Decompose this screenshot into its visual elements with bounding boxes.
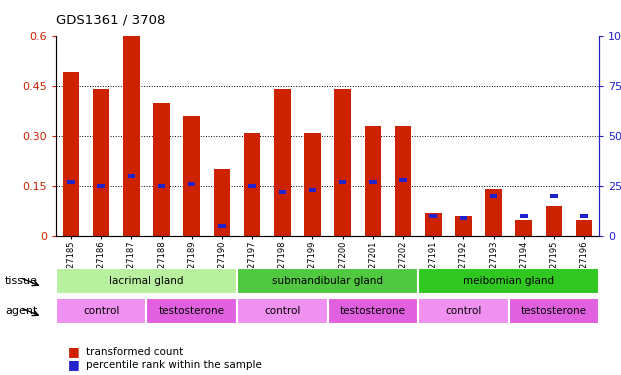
Bar: [158, 184, 165, 188]
Bar: [153, 102, 170, 236]
Text: lacrimal gland: lacrimal gland: [109, 276, 184, 286]
Bar: [460, 216, 467, 220]
Bar: [188, 182, 196, 186]
Bar: [430, 214, 437, 218]
Bar: [515, 219, 532, 236]
Bar: [418, 268, 599, 294]
Text: testosterone: testosterone: [159, 306, 225, 316]
Text: testosterone: testosterone: [521, 306, 587, 316]
Bar: [490, 194, 497, 198]
Text: transformed count: transformed count: [86, 347, 183, 357]
Bar: [418, 298, 509, 324]
Text: control: control: [264, 306, 301, 316]
Bar: [485, 189, 502, 236]
Bar: [339, 180, 347, 184]
Bar: [425, 213, 442, 236]
Bar: [244, 133, 260, 236]
Bar: [581, 214, 588, 218]
Bar: [550, 194, 558, 198]
Text: ■: ■: [68, 345, 80, 358]
Bar: [128, 174, 135, 178]
Bar: [218, 224, 225, 228]
Text: control: control: [83, 306, 119, 316]
Bar: [369, 180, 376, 184]
Bar: [123, 36, 140, 236]
Bar: [309, 188, 316, 192]
Bar: [334, 89, 351, 236]
Bar: [546, 206, 562, 236]
Bar: [147, 298, 237, 324]
Bar: [93, 89, 109, 236]
Bar: [237, 298, 328, 324]
Bar: [67, 180, 75, 184]
Bar: [365, 126, 381, 236]
Bar: [399, 178, 407, 182]
Text: testosterone: testosterone: [340, 306, 406, 316]
Bar: [63, 72, 79, 236]
Text: ■: ■: [68, 358, 80, 371]
Bar: [509, 298, 599, 324]
Bar: [97, 184, 105, 188]
Bar: [455, 216, 472, 236]
Bar: [274, 89, 291, 236]
Text: GDS1361 / 3708: GDS1361 / 3708: [56, 13, 165, 26]
Bar: [214, 170, 230, 236]
Bar: [395, 126, 411, 236]
Text: control: control: [445, 306, 482, 316]
Bar: [56, 268, 237, 294]
Bar: [328, 298, 418, 324]
Bar: [520, 214, 527, 218]
Text: percentile rank within the sample: percentile rank within the sample: [86, 360, 261, 369]
Text: agent: agent: [5, 306, 37, 315]
Bar: [248, 184, 256, 188]
Bar: [183, 116, 200, 236]
Bar: [237, 268, 418, 294]
Bar: [304, 133, 321, 236]
Bar: [56, 298, 147, 324]
Text: tissue: tissue: [5, 276, 38, 285]
Bar: [279, 190, 286, 194]
Text: meibomian gland: meibomian gland: [463, 276, 555, 286]
Text: submandibular gland: submandibular gland: [272, 276, 383, 286]
Bar: [576, 219, 592, 236]
